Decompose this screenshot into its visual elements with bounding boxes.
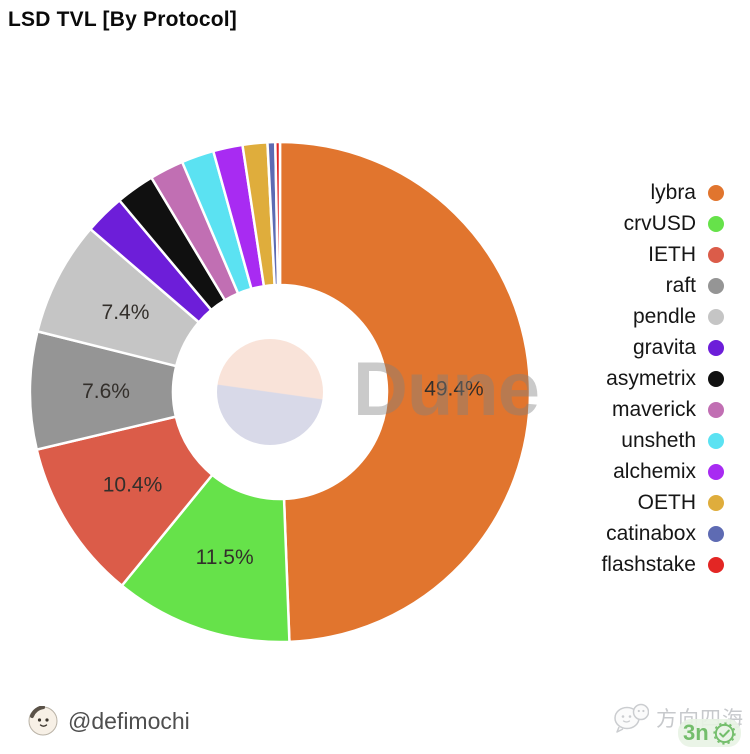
pie-slice-lybra[interactable]	[278, 140, 532, 644]
wechat-icon	[614, 703, 649, 733]
legend-label: maverick	[611, 397, 696, 421]
legend-dot	[708, 215, 724, 232]
legend-item-lybra[interactable]: lybra	[601, 177, 724, 208]
legend-dot	[708, 277, 724, 294]
legend-label: raft	[665, 273, 696, 297]
watermark-badge: 3n	[678, 719, 741, 747]
page-title: LSD TVL [By Protocol]	[8, 8, 237, 31]
legend-dot	[708, 184, 724, 201]
pie-slice-crvUSD[interactable]	[120, 473, 291, 644]
legend-label: IETH	[648, 242, 696, 266]
legend-item-gravita[interactable]: gravita	[601, 332, 724, 363]
legend-item-OETH[interactable]: OETH	[601, 487, 724, 518]
legend-label: alchemix	[613, 459, 696, 483]
slice-label-lybra: 49.4%	[424, 378, 484, 401]
watermark-badge-text: 3n	[683, 720, 709, 745]
author-attribution: @defimochi	[28, 706, 190, 736]
legend-label: pendle	[632, 304, 696, 328]
legend-dot	[708, 556, 724, 573]
legend-label: unsheth	[621, 428, 696, 452]
legend-item-alchemix[interactable]: alchemix	[601, 456, 724, 487]
legend-item-crvUSD[interactable]: crvUSD	[601, 208, 724, 239]
legend-item-unsheth[interactable]: unsheth	[601, 425, 724, 456]
legend-dot	[708, 525, 724, 542]
legend-label: OETH	[637, 490, 696, 514]
legend-item-catinabox[interactable]: catinabox	[601, 518, 724, 549]
legend-dot	[708, 246, 724, 263]
legend-dot	[708, 308, 724, 325]
slice-label-IETH: 10.4%	[103, 473, 163, 496]
legend-dot	[708, 401, 724, 418]
legend-label: lybra	[650, 180, 696, 204]
legend-dot	[708, 432, 724, 449]
chart-legend: lybra crvUSD IETH raft pendle gravita asymetri…	[601, 177, 724, 580]
legend-dot	[708, 494, 724, 511]
legend-label: flashstake	[601, 552, 696, 576]
legend-dot	[708, 463, 724, 480]
legend-dot	[708, 339, 724, 356]
legend-item-pendle[interactable]: pendle	[601, 301, 724, 332]
slice-label-pendle: 7.4%	[102, 301, 150, 324]
legend-item-flashstake[interactable]: flashstake	[601, 549, 724, 580]
legend-item-IETH[interactable]: IETH	[601, 239, 724, 270]
legend-item-raft[interactable]: raft	[601, 270, 724, 301]
legend-item-asymetrix[interactable]: asymetrix	[601, 363, 724, 394]
legend-item-maverick[interactable]: maverick	[601, 394, 724, 425]
verified-check-icon	[713, 721, 736, 745]
dune-logo-mark	[217, 339, 323, 445]
legend-dot	[708, 370, 724, 387]
legend-label: asymetrix	[606, 366, 696, 390]
author-avatar	[28, 706, 58, 736]
legend-label: crvUSD	[623, 211, 696, 235]
pie-slice-flashstake[interactable]	[274, 140, 282, 287]
legend-label: catinabox	[606, 521, 696, 545]
slice-label-crvUSD: 11.5%	[196, 546, 254, 569]
author-handle: @defimochi	[68, 707, 190, 734]
legend-label: gravita	[632, 335, 696, 359]
slice-label-raft: 7.6%	[82, 380, 130, 403]
